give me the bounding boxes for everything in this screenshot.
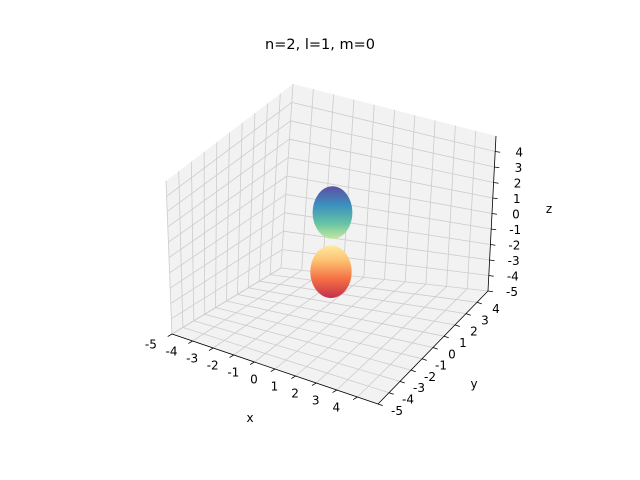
y-tick-mark bbox=[377, 403, 383, 406]
x-tick-mark bbox=[229, 354, 235, 358]
left-grid-line-z bbox=[168, 157, 289, 243]
z-tick-mark bbox=[494, 166, 500, 169]
left-grid-line-z bbox=[170, 230, 284, 304]
y-axis-label: y bbox=[470, 377, 477, 391]
y-tick-label: -5 bbox=[391, 404, 403, 418]
x-tick-label: 0 bbox=[250, 372, 258, 386]
z-tick-label: 0 bbox=[512, 208, 520, 222]
left-grid-line-z bbox=[171, 249, 283, 320]
x-tick-label: -1 bbox=[227, 365, 239, 379]
x-tick-mark bbox=[167, 333, 173, 337]
y-tick-mark bbox=[421, 358, 427, 361]
back-grid-line-z bbox=[288, 157, 493, 199]
x-tick-label: -5 bbox=[145, 337, 157, 351]
z-tick-label: -4 bbox=[507, 270, 519, 284]
left-grid-line-z bbox=[166, 120, 291, 212]
back-grid-line-z bbox=[290, 120, 495, 168]
chart-title: n=2, l=1, m=0 bbox=[265, 37, 375, 53]
x-tick-label: 1 bbox=[271, 379, 279, 393]
x-tick-mark bbox=[291, 375, 296, 379]
x-tick-mark bbox=[249, 361, 255, 365]
left-wall-pane bbox=[166, 84, 293, 334]
left-grid-line-z bbox=[166, 102, 293, 197]
z-tick-mark bbox=[495, 151, 501, 153]
z-tick-mark bbox=[491, 228, 497, 231]
z-tick-label: -3 bbox=[508, 254, 520, 268]
back-grid-line-z bbox=[289, 138, 494, 183]
lower-lobe bbox=[310, 245, 352, 298]
y-tick-label: 3 bbox=[481, 313, 489, 327]
axis-panes bbox=[166, 84, 496, 404]
y-tick-label: -2 bbox=[424, 370, 436, 384]
y-tick-label: 4 bbox=[492, 302, 500, 316]
back-grid-line-z bbox=[286, 175, 493, 214]
floor-grid-line-y bbox=[237, 294, 445, 337]
x-tick-label: 3 bbox=[312, 393, 320, 407]
z-tick-mark bbox=[493, 182, 499, 184]
back-grid-line-z bbox=[283, 230, 490, 261]
floor-grid-line-y bbox=[226, 300, 434, 348]
y-tick-mark bbox=[443, 335, 449, 339]
x-tick-mark bbox=[311, 382, 317, 386]
z-tick-label: -1 bbox=[509, 223, 521, 237]
upper-lobe bbox=[312, 186, 353, 239]
y-tick-mark bbox=[388, 392, 394, 395]
left-grid-line-z bbox=[169, 194, 287, 274]
z-tick-mark bbox=[488, 275, 494, 277]
x-tick-label: -2 bbox=[207, 358, 219, 372]
x-axis-label: x bbox=[246, 411, 253, 425]
z-tick-label: -2 bbox=[508, 239, 520, 253]
x-tick-mark bbox=[188, 340, 193, 344]
y-tick-label: -4 bbox=[402, 393, 414, 407]
z-axis-label: z bbox=[546, 202, 552, 216]
floor-grid-line-y bbox=[193, 320, 401, 382]
z-tick-mark bbox=[487, 290, 494, 293]
y-tick-mark bbox=[410, 369, 416, 373]
left-grid-line-z bbox=[169, 212, 285, 289]
floor-grid-line-y bbox=[204, 313, 412, 371]
floor-grid-line-y bbox=[182, 327, 390, 394]
back-wall-pane bbox=[281, 84, 496, 291]
y-tick-mark bbox=[454, 324, 460, 327]
y-tick-mark bbox=[432, 347, 438, 350]
y-tick-label: 0 bbox=[448, 347, 456, 361]
x-tick-mark bbox=[208, 347, 214, 351]
x-tick-mark bbox=[352, 396, 358, 400]
x-tick-label: -4 bbox=[166, 344, 178, 358]
z-tick-label: 3 bbox=[515, 161, 523, 175]
x-tick-mark bbox=[270, 368, 276, 372]
left-grid-line-z bbox=[168, 175, 288, 258]
z-tick-label: 4 bbox=[515, 146, 523, 160]
x-tick-mark bbox=[332, 389, 338, 393]
x-tick-label: -3 bbox=[186, 351, 198, 365]
z-tick-mark bbox=[490, 244, 496, 246]
z-tick-mark bbox=[489, 259, 495, 262]
left-grid-line-z bbox=[167, 138, 290, 228]
y-tick-mark bbox=[476, 301, 482, 305]
floor-grid-line-y bbox=[248, 287, 456, 326]
axis-ticks: -5 -4 -3 -2 -1 0 1 2 3 4 -5-4-3-2-101234-5-4-3-2-1… bbox=[145, 146, 523, 418]
z-tick-mark bbox=[491, 213, 498, 215]
floor-grid-line-y bbox=[215, 307, 423, 360]
floor-grid-line-y bbox=[259, 280, 467, 314]
y-tick-mark bbox=[465, 313, 471, 316]
x-tick-label: 2 bbox=[291, 386, 299, 400]
z-tick-mark bbox=[492, 197, 498, 200]
back-grid-line-z bbox=[291, 102, 496, 152]
y-tick-label: 1 bbox=[459, 336, 467, 350]
z-tick-label: 2 bbox=[514, 177, 522, 191]
z-tick-label: 1 bbox=[513, 192, 521, 206]
y-tick-mark bbox=[399, 381, 405, 384]
z-tick-label: -5 bbox=[506, 285, 518, 299]
x-tick-label: 4 bbox=[332, 400, 340, 414]
y-tick-label: -3 bbox=[413, 381, 425, 395]
orbital-lobes bbox=[310, 186, 353, 298]
y-tick-label: -1 bbox=[435, 359, 447, 373]
left-grid-line-z bbox=[171, 267, 282, 335]
y-tick-label: 2 bbox=[470, 325, 478, 339]
floor-grid-line-y bbox=[270, 274, 478, 303]
